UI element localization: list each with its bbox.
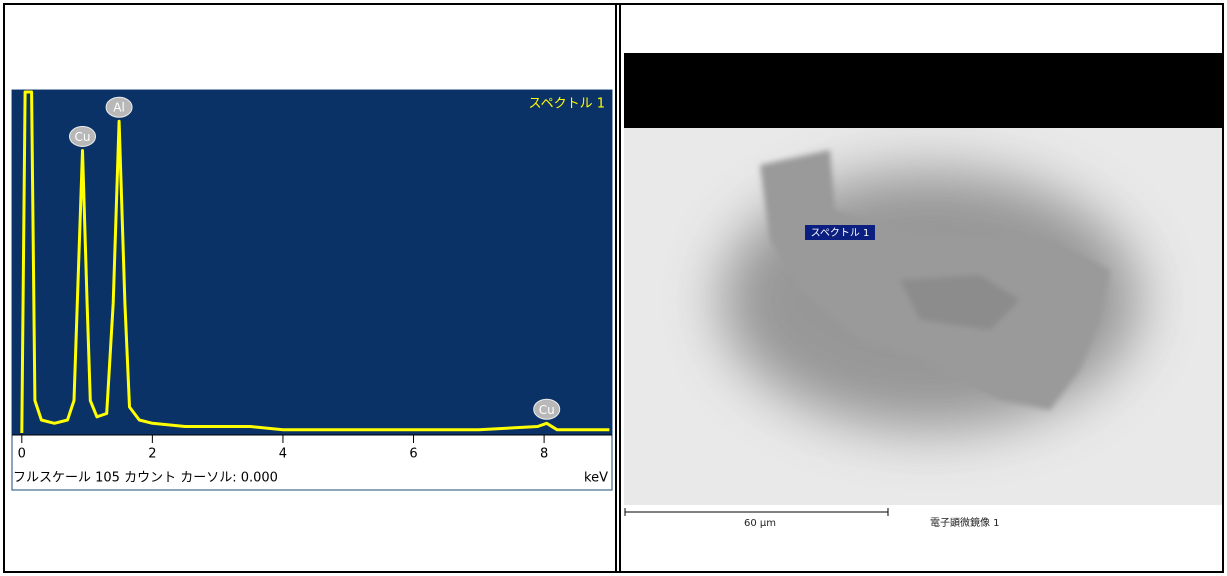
x-tick-label: 6	[409, 447, 417, 462]
peak-label-badge	[105, 96, 133, 118]
spectrum-title: スペクトル 1	[529, 97, 606, 112]
spectrum-line	[20, 90, 610, 434]
image-caption: 電子顕微鏡像 1	[930, 516, 1000, 529]
x-tick-label: 0	[18, 447, 26, 462]
peak-label-badge	[69, 125, 97, 147]
sem-panel: スペクトル 1 60 µm 電子顕微鏡像 1	[624, 53, 1222, 529]
spectrum-marker	[805, 225, 875, 240]
x-tick-label: 4	[279, 447, 287, 462]
spectrum-panel: スペクトル 1 keV フルスケール 105 カウント カーソル: 0.000 …	[11, 89, 613, 491]
peak-label: Cu	[75, 130, 91, 144]
peak-label-badge	[533, 398, 561, 420]
left-cell	[3, 3, 617, 573]
x-tick-label: 2	[148, 447, 156, 462]
black-bar	[624, 53, 1222, 128]
footer: フルスケール 105 カウント カーソル: 0.000	[13, 471, 278, 486]
particle-detail	[900, 275, 1020, 330]
spectrum-marker-label: スペクトル 1	[811, 227, 870, 239]
right-cell	[619, 3, 1224, 573]
peak-label: Al	[113, 101, 125, 115]
plot-area	[12, 90, 612, 435]
peak-label: Cu	[539, 403, 555, 417]
scale-label: 60 µm	[744, 518, 776, 529]
x-tick-label: 8	[540, 447, 548, 462]
x-axis-label: keV	[584, 471, 608, 486]
